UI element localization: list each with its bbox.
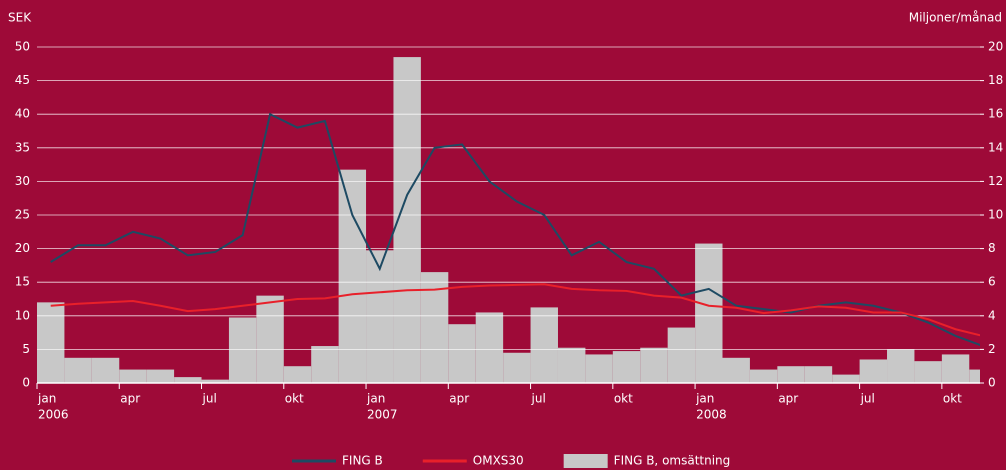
bar	[804, 366, 833, 383]
y-tick-label: 25	[15, 208, 30, 222]
x-tick-label: apr	[120, 392, 140, 406]
axes: 0 5 10 15 20 25 30 35 40 45 50 0 2 4 6 8 10 12 14 16 18 20 jan…	[15, 40, 1004, 422]
bar	[338, 169, 367, 383]
bar	[228, 317, 257, 383]
legend-swatch	[563, 454, 608, 468]
bar	[503, 352, 531, 383]
bar	[585, 354, 613, 383]
bar	[64, 357, 92, 383]
y-tick-label: 15	[15, 275, 30, 289]
y-tick-label: 35	[15, 140, 30, 154]
bar	[612, 351, 641, 383]
year-label: 2006	[38, 408, 69, 422]
bar	[475, 312, 504, 383]
y2-tick-label: 2	[988, 342, 996, 356]
y-tick-label: 45	[15, 73, 30, 87]
bar	[201, 379, 229, 383]
x-tick-label: apr	[778, 392, 798, 406]
bar	[366, 250, 394, 383]
x-tick-label: jan	[695, 392, 714, 406]
bar	[119, 369, 147, 383]
line	[50, 112, 980, 347]
y-tick-label: 20	[15, 241, 30, 255]
bar	[256, 295, 284, 383]
bar	[777, 366, 805, 383]
bar	[91, 357, 120, 383]
y-tick-label: 50	[15, 40, 30, 54]
y2-tick-label: 16	[988, 107, 1003, 121]
line	[50, 283, 980, 337]
bar	[530, 307, 558, 383]
bar	[640, 347, 668, 383]
bar	[667, 327, 696, 383]
bar	[174, 377, 202, 383]
x-tick-label: okt	[285, 392, 304, 406]
lines	[50, 112, 980, 347]
bar	[832, 374, 860, 383]
y-axis-label: SEK	[8, 11, 32, 25]
bar	[557, 347, 586, 383]
bar	[283, 366, 312, 383]
bar	[722, 357, 750, 383]
bar	[37, 302, 65, 383]
y2-tick-label: 6	[988, 275, 996, 289]
x-tick-label: okt	[614, 392, 633, 406]
x-tick-label: jan	[366, 392, 385, 406]
legend-label: OMXS30	[473, 454, 524, 468]
bars	[37, 57, 980, 384]
y2-tick-label: 0	[988, 376, 996, 390]
x-tick-label: jul	[531, 392, 546, 406]
bar	[969, 369, 980, 383]
grid	[37, 46, 980, 384]
year-label: 2008	[696, 408, 727, 422]
bar	[146, 369, 175, 383]
y-tick-label: 40	[15, 107, 30, 121]
x-tick-label: jan	[37, 392, 56, 406]
bar	[448, 324, 476, 383]
y2-axis-label: Miljoner/månad	[909, 11, 1002, 25]
bar	[859, 359, 888, 383]
y2-tick-label: 14	[988, 140, 1003, 154]
y2-tick-label: 18	[988, 73, 1003, 87]
y-tick-label: 0	[22, 376, 30, 390]
legend-label: FING B	[342, 454, 383, 468]
bar	[695, 243, 723, 383]
y-tick-label: 30	[15, 174, 30, 188]
y2-tick-label: 4	[988, 308, 996, 322]
y2-tick-label: 8	[988, 241, 996, 255]
bar	[887, 349, 915, 383]
y2-tick-label: 20	[988, 40, 1003, 54]
legend: FING B OMXS30 FING B, omsättning	[292, 454, 731, 468]
bar	[749, 369, 778, 383]
x-tick-label: jul	[860, 392, 875, 406]
y2-tick-label: 12	[988, 174, 1003, 188]
y-tick-label: 10	[15, 308, 30, 322]
x-tick-label: apr	[449, 392, 469, 406]
legend-label: FING B, omsättning	[614, 454, 731, 468]
bar	[941, 354, 970, 383]
year-label: 2007	[367, 408, 398, 422]
bar	[914, 361, 942, 383]
x-tick-label: okt	[943, 392, 962, 406]
x-tick-label: jul	[202, 392, 217, 406]
bar	[311, 346, 339, 383]
y2-tick-label: 10	[988, 208, 1003, 222]
y-tick-label: 5	[22, 342, 30, 356]
